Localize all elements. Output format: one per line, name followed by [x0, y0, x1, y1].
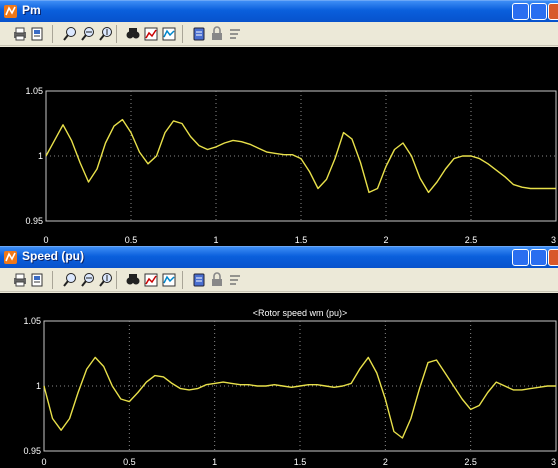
y-tick-label: 1: [36, 381, 41, 391]
print-preview-icon[interactable]: [30, 272, 46, 288]
maximize-button[interactable]: [530, 249, 547, 266]
parameters-icon[interactable]: [191, 272, 207, 288]
lock-icon[interactable]: [209, 272, 225, 288]
y-tick-label: 0.95: [25, 216, 43, 226]
scope-window-pm: Pm 0 0.5 1 1.5 2 2.5 3 1.05 1 0.95: [0, 0, 558, 246]
plot-area: 0 0.5 1 1.5 2 2.5 3 1.05 1 0.95 <Rotor speed wm (p…: [0, 293, 558, 468]
minimize-button[interactable]: [512, 3, 529, 20]
zoom-x-icon[interactable]: [80, 272, 96, 288]
zoom-icon[interactable]: [62, 272, 78, 288]
x-tick-label: 3: [551, 235, 556, 245]
plot-area: 0 0.5 1 1.5 2 2.5 3 1.05 1 0.95: [0, 47, 558, 246]
x-tick-label: 2.5: [464, 457, 477, 467]
signal-selection-icon[interactable]: [227, 272, 243, 288]
x-tick-label: 0.5: [125, 235, 138, 245]
window-title: Speed (pu): [22, 249, 84, 263]
x-tick-label: 0: [41, 457, 46, 467]
window-title: Pm: [22, 3, 41, 17]
x-tick-label: 1.5: [294, 457, 307, 467]
minimize-button[interactable]: [512, 249, 529, 266]
y-tick-label: 1.05: [25, 86, 43, 96]
autoscale-icon[interactable]: [125, 272, 141, 288]
x-tick-label: 0: [43, 235, 48, 245]
y-tick-label: 1: [38, 151, 43, 161]
save-axes-icon[interactable]: [143, 26, 159, 42]
y-tick-label: 1.05: [23, 316, 41, 326]
restore-axes-icon[interactable]: [161, 272, 177, 288]
toolbar-separator: [52, 271, 53, 289]
zoom-y-icon[interactable]: [98, 272, 114, 288]
scope-window-speed: Speed (pu) 0 0.5 1 1.5 2 2.5 3 1.05 1 0.95 <Rotor …: [0, 246, 558, 468]
save-axes-icon[interactable]: [143, 272, 159, 288]
zoom-x-icon[interactable]: [80, 26, 96, 42]
x-tick-label: 1.5: [295, 235, 308, 245]
x-tick-label: 1: [213, 235, 218, 245]
plot-title: <Rotor speed wm (pu)>: [253, 308, 348, 318]
x-tick-label: 0.5: [123, 457, 136, 467]
toolbar-separator: [52, 25, 53, 43]
title-bar[interactable]: Speed (pu): [0, 246, 558, 268]
pm-scope-plot: 0 0.5 1 1.5 2 2.5 3 1.05 1 0.95: [0, 47, 558, 246]
lock-icon[interactable]: [209, 26, 225, 42]
zoom-y-icon[interactable]: [98, 26, 114, 42]
title-bar[interactable]: Pm: [0, 0, 558, 22]
toolbar: [0, 22, 558, 46]
simulink-icon: [4, 251, 17, 264]
toolbar-separator: [116, 25, 117, 43]
toolbar: [0, 268, 558, 292]
autoscale-icon[interactable]: [125, 26, 141, 42]
x-tick-label: 2.5: [465, 235, 478, 245]
x-tick-label: 1: [212, 457, 217, 467]
print-preview-icon[interactable]: [30, 26, 46, 42]
simulink-icon: [4, 5, 17, 18]
restore-axes-icon[interactable]: [161, 26, 177, 42]
print-icon[interactable]: [12, 26, 28, 42]
x-tick-label: 3: [551, 457, 556, 467]
parameters-icon[interactable]: [191, 26, 207, 42]
signal-trace: [45, 118, 556, 194]
x-tick-label: 2: [383, 457, 388, 467]
speed-scope-plot: 0 0.5 1 1.5 2 2.5 3 1.05 1 0.95 <Rotor speed wm (p…: [0, 293, 558, 468]
maximize-button[interactable]: [530, 3, 547, 20]
print-icon[interactable]: [12, 272, 28, 288]
signal-trace: [43, 356, 556, 439]
y-tick-label: 0.95: [23, 446, 41, 456]
close-button[interactable]: [548, 249, 558, 266]
toolbar-separator: [116, 271, 117, 289]
zoom-icon[interactable]: [62, 26, 78, 42]
x-tick-label: 2: [383, 235, 388, 245]
toolbar-separator: [182, 271, 183, 289]
signal-selection-icon[interactable]: [227, 26, 243, 42]
close-button[interactable]: [548, 3, 558, 20]
toolbar-separator: [182, 25, 183, 43]
